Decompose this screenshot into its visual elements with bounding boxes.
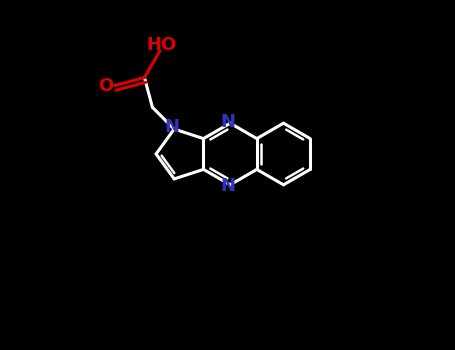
Text: N: N: [221, 177, 236, 195]
Text: O: O: [98, 77, 114, 95]
Text: HO: HO: [147, 36, 177, 54]
Text: N: N: [164, 118, 179, 136]
Text: N: N: [221, 113, 236, 131]
